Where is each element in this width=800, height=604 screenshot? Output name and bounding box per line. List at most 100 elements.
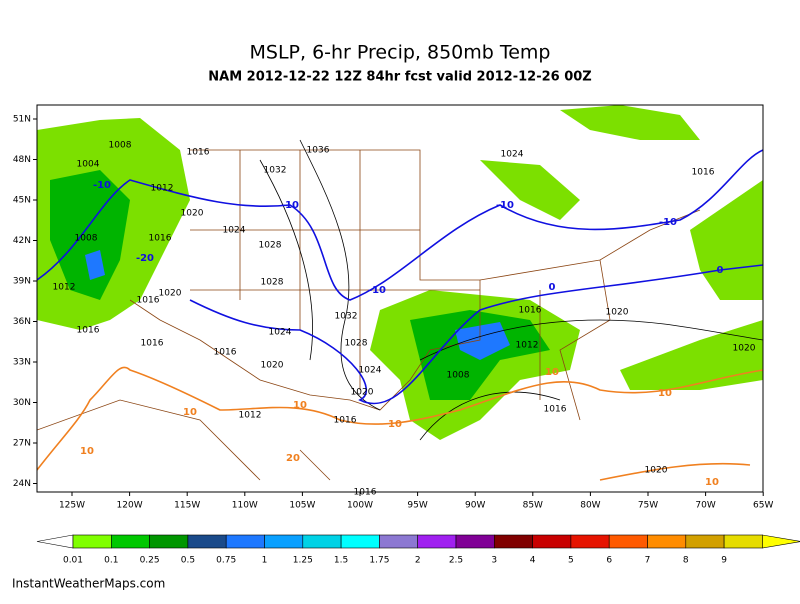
temp-label: 0 [549, 282, 556, 293]
legend-label: 0.5 [181, 556, 195, 566]
lon-label: 90W [465, 501, 485, 511]
lat-label: 48N [13, 155, 31, 165]
isobar-label: 1028 [261, 278, 284, 288]
lat-label: 42N [13, 236, 31, 246]
isobar-label: 1012 [239, 411, 262, 421]
isobar-label: 1020 [261, 361, 284, 371]
lat-label: 39N [13, 277, 31, 287]
temp-label: 10 [658, 388, 672, 399]
footer: InstantWeatherMaps.com [12, 577, 165, 591]
isobar-label: 1020 [733, 344, 756, 354]
temp-label: -10 [93, 180, 111, 191]
isobar-label: 1016 [141, 339, 164, 349]
legend-swatch [608, 534, 648, 549]
isobar-label: 1008 [109, 141, 132, 151]
legend-label: 1.25 [293, 556, 313, 566]
isobar-label: 1020 [159, 289, 182, 299]
lon-label: 95W [407, 501, 427, 511]
temp-label: 20 [286, 453, 300, 464]
lat-label: 51N [13, 115, 31, 125]
temp-label: 0 [717, 265, 724, 276]
isobar-label: 1032 [335, 312, 358, 322]
legend-swatch [111, 534, 150, 549]
temp-label: 10 [293, 400, 307, 411]
legend-swatch [532, 534, 572, 549]
temp-label: 10 [545, 367, 559, 378]
isobar-label: 1020 [606, 308, 629, 318]
legend-label: 1.75 [369, 556, 389, 566]
legend-swatch [570, 534, 610, 549]
lat-label: 24N [13, 479, 31, 489]
legend-swatch [493, 534, 533, 549]
lon-label: 85W [523, 501, 543, 511]
lon-label: 75W [638, 501, 658, 511]
lon-label: 115W [174, 501, 200, 511]
legend-label: 0.75 [216, 556, 236, 566]
legend-label: 1.5 [334, 556, 348, 566]
isobar-label: 1008 [75, 234, 98, 244]
legend-label: 0.25 [140, 556, 160, 566]
isobar-label: 1016 [519, 306, 542, 316]
temp-label: 10 [183, 407, 197, 418]
isobar-label: 1024 [359, 366, 382, 376]
legend-swatch [685, 534, 725, 549]
legend-arrow-right [762, 534, 800, 549]
lat-label: 33N [13, 358, 31, 368]
isobar-label: 1012 [151, 184, 174, 194]
lat-label: 36N [13, 317, 31, 327]
lat-label: 45N [13, 196, 31, 206]
legend-swatch [264, 534, 304, 549]
isotherms [37, 149, 763, 481]
legend-label: 4 [530, 556, 536, 566]
legend-label: 0.01 [63, 556, 83, 566]
isobar-label: 1016 [214, 348, 237, 358]
temp-label: -10 [496, 200, 514, 211]
lon-label: 80W [580, 501, 600, 511]
lat-label: 30N [13, 398, 31, 408]
legend-swatch [149, 534, 189, 549]
lon-label: 65W [753, 501, 773, 511]
legend-swatch [417, 534, 457, 549]
isobar-label: 1016 [187, 148, 210, 158]
isobar-label: 1008 [447, 371, 470, 381]
legend-swatch [723, 534, 763, 549]
isobar-label: 1016 [137, 296, 160, 306]
legend-label: 1 [262, 556, 268, 566]
subtitle: NAM 2012-12-22 12Z 84hr fcst valid 2012-… [208, 70, 591, 85]
lon-label: 120W [117, 501, 143, 511]
temp-label: 10 [80, 446, 94, 457]
legend-swatch [187, 534, 227, 549]
isobar-label: 1028 [259, 241, 282, 251]
legend-swatch [225, 534, 265, 549]
temp-label: 10 [705, 477, 719, 488]
isobar-label: 1016 [354, 488, 377, 498]
isobar-label: 1036 [307, 146, 330, 156]
temp-label: -10 [659, 217, 677, 228]
lon-label: 110W [232, 501, 258, 511]
isobar-label: 1020 [181, 209, 204, 219]
legend-label: 6 [606, 556, 612, 566]
isobar-label: 1004 [77, 160, 100, 170]
legend-label: 2.5 [449, 556, 463, 566]
temp-label: -10 [281, 200, 299, 211]
isobar-label: 1012 [53, 283, 76, 293]
lon-label: 100W [347, 501, 373, 511]
temp-label: -20 [136, 253, 154, 264]
temp-label: -10 [368, 285, 386, 296]
legend-swatch [302, 534, 342, 549]
legend-swatch [647, 534, 687, 549]
legend-swatch [72, 534, 112, 549]
legend-label: 9 [721, 556, 727, 566]
map-frame [36, 104, 764, 493]
legend-label: 2 [415, 556, 421, 566]
legend-label: 7 [645, 556, 651, 566]
isobar-label: 1024 [223, 226, 246, 236]
isobar-label: 1024 [269, 328, 292, 338]
isobar-label: 1016 [544, 405, 567, 415]
isobar-label: 1028 [345, 339, 368, 349]
isobar-label: 1020 [645, 466, 668, 476]
isobars [259, 139, 763, 441]
legend-label: 5 [568, 556, 574, 566]
